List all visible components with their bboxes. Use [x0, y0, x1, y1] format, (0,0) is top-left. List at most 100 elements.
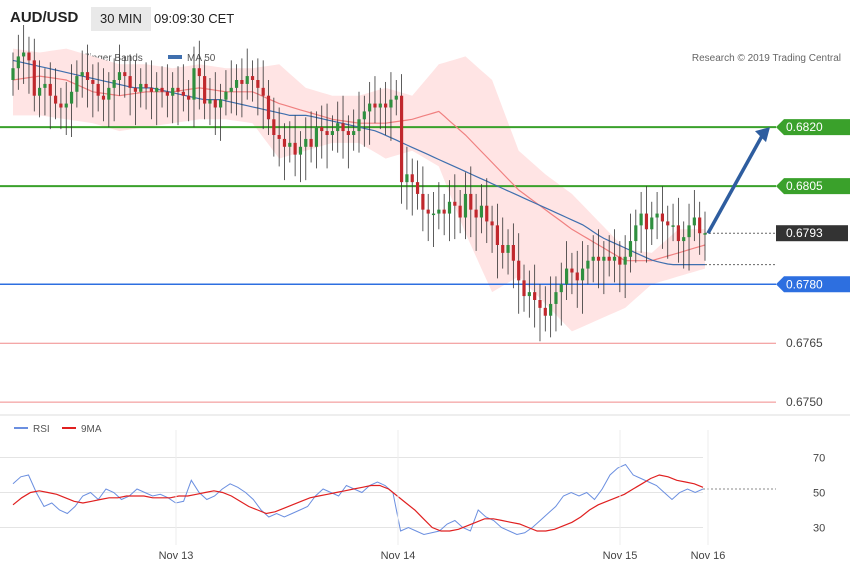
candle [485, 205, 489, 222]
candle [618, 256, 622, 265]
candle [234, 80, 239, 88]
candle [16, 56, 20, 69]
candle [655, 213, 659, 218]
candle [415, 182, 420, 194]
candle [298, 146, 303, 155]
candle [575, 272, 579, 281]
candle [660, 213, 665, 222]
candle [410, 174, 414, 183]
candle [644, 213, 649, 230]
timestamp: 09:09:30 CET [154, 11, 235, 26]
candle [389, 99, 393, 108]
candle [506, 245, 510, 253]
candle [453, 201, 457, 206]
candle [527, 292, 531, 297]
rsi-legend-label: RSI [33, 424, 50, 435]
candle [442, 209, 446, 214]
rsi-ma9-line [12, 474, 704, 532]
candle [181, 91, 185, 96]
candle [282, 138, 287, 147]
rsi-tick-label: 70 [813, 453, 825, 465]
candle [399, 95, 404, 183]
candle [570, 268, 574, 273]
candle [511, 245, 515, 261]
candle [357, 119, 361, 132]
candle [139, 83, 143, 92]
rsi-legend-swatch [14, 427, 28, 429]
candle [32, 60, 36, 96]
support-value: 0.6765 [786, 336, 823, 350]
date-tick-label: Nov 15 [603, 550, 638, 562]
candle [330, 131, 334, 135]
candle [101, 95, 106, 100]
candle [91, 80, 95, 84]
date-tick-label: Nov 16 [691, 550, 726, 562]
rsi-tick-label: 30 [813, 523, 825, 535]
candle [266, 95, 271, 120]
candle [160, 87, 164, 92]
candle [501, 245, 505, 253]
candle [405, 174, 409, 183]
candle [288, 142, 292, 147]
candle [203, 76, 207, 104]
rsi-line [12, 463, 704, 536]
candle [458, 205, 462, 218]
candle [602, 256, 606, 261]
candle [69, 91, 74, 104]
candle [623, 256, 627, 265]
ma50-legend-label: MA 50 [187, 53, 216, 64]
candle [591, 256, 595, 261]
candle [192, 68, 196, 100]
candle [187, 95, 191, 100]
pivot-tag [776, 276, 850, 293]
candle [538, 300, 542, 308]
resistance-tag [776, 178, 850, 195]
support-tag [776, 335, 850, 352]
candle [469, 193, 473, 210]
candle [149, 87, 153, 92]
chart-credit: Research © 2019 Trading Central [692, 53, 841, 64]
candle [197, 68, 201, 77]
candle [293, 142, 297, 155]
resistance-value: 0.6820 [786, 120, 823, 134]
candle [80, 72, 84, 77]
date-tick-label: Nov 14 [381, 550, 416, 562]
bollinger-band [13, 48, 705, 332]
candle [309, 138, 313, 147]
candle [85, 72, 90, 80]
candle [144, 83, 148, 88]
candle [59, 103, 63, 108]
candle [421, 193, 425, 210]
date-tick-label: Nov 13 [159, 550, 194, 562]
candle [634, 225, 638, 242]
candle [394, 95, 398, 100]
candle [682, 237, 686, 242]
candle [341, 123, 345, 132]
candle [96, 83, 100, 96]
projection-arrow [706, 133, 765, 235]
candle [75, 76, 79, 92]
timeframe-button[interactable]: 30 MIN [91, 7, 151, 31]
candle [133, 87, 138, 92]
candle [208, 99, 212, 104]
candle [522, 280, 526, 297]
candle [48, 83, 52, 96]
candle [123, 72, 127, 77]
candle [676, 225, 680, 242]
candle [650, 217, 654, 230]
resistance-value: 0.6805 [786, 179, 823, 193]
candle [362, 111, 366, 120]
candle [368, 103, 372, 112]
candle [53, 95, 58, 104]
candle [11, 68, 15, 80]
candle [112, 80, 116, 88]
candle [64, 103, 68, 108]
candle [22, 52, 26, 57]
candle [612, 256, 617, 261]
support-value: 0.6750 [786, 395, 823, 409]
candle [155, 87, 159, 92]
candle [43, 83, 47, 88]
candle [431, 213, 436, 216]
candle [378, 103, 382, 108]
